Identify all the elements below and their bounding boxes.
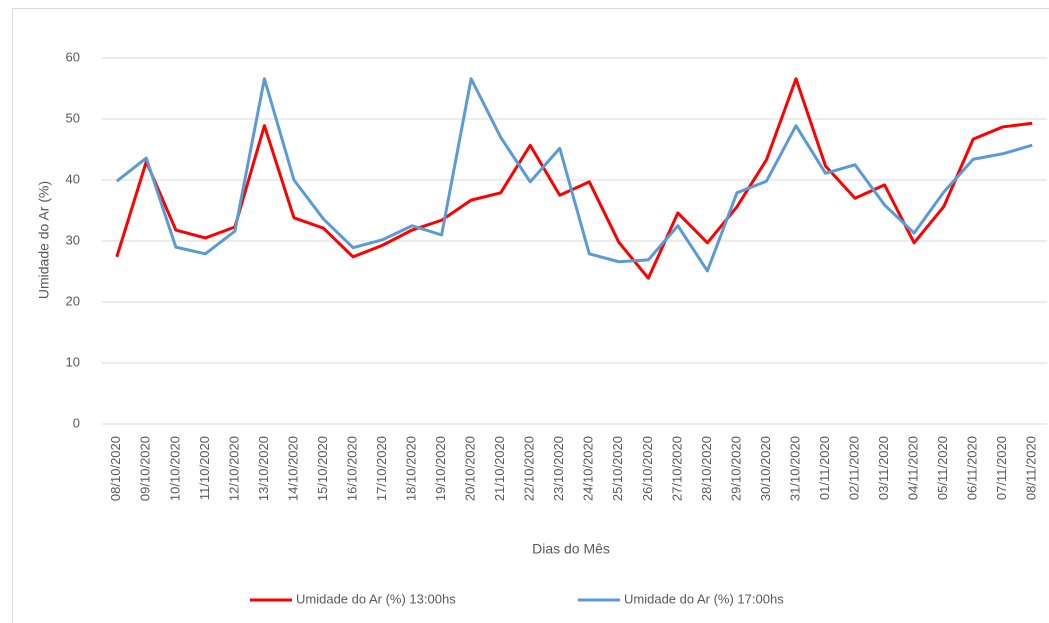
x-tick-label: 17/10/2020 [374,436,389,501]
x-tick-label: 27/10/2020 [669,436,684,501]
x-tick-label: 13/10/2020 [256,436,271,501]
x-tick-label: 29/10/2020 [728,436,743,501]
x-tick-label: 08/10/2020 [108,436,123,501]
data-line [115,77,1033,273]
x-tick-label: 23/10/2020 [551,436,566,501]
y-tick-label: 10 [66,354,80,369]
x-tick-label: 06/11/2020 [965,436,980,500]
y-axis-title: Umidade do Ar (%) [36,181,52,299]
y-tick-label: 50 [66,110,80,125]
y-tick-label: 40 [66,171,80,186]
x-tick-label: 15/10/2020 [315,436,330,501]
x-tick-label: 19/10/2020 [433,436,448,501]
chart-border [12,8,1049,623]
y-tick-label: 20 [66,293,80,308]
x-tick-label: 28/10/2020 [699,436,714,501]
x-tick-label: 10/10/2020 [167,436,182,501]
x-tick-label: 14/10/2020 [285,436,300,501]
x-tick-label: 07/11/2020 [994,436,1009,500]
data-line [115,77,1033,280]
x-tick-label: 31/10/2020 [787,436,802,501]
x-tick-label: 05/11/2020 [935,436,950,500]
x-tick-label: 11/10/2020 [197,436,212,500]
x-tick-label: 16/10/2020 [344,436,359,501]
x-tick-label: 22/10/2020 [522,436,537,501]
x-tick-label: 03/11/2020 [876,436,891,500]
legend-label: Umidade do Ar (%) 13:00hs [296,591,456,606]
x-tick-label: 24/10/2020 [581,436,596,501]
x-tick-label: 30/10/2020 [758,436,773,501]
x-tick-label: 18/10/2020 [404,436,419,501]
legend-label: Umidade do Ar (%) 17:00hs [624,591,784,606]
y-tick-label: 60 [66,49,80,64]
y-tick-label: 30 [66,232,80,247]
x-tick-label: 04/11/2020 [906,436,921,500]
x-tick-label: 09/10/2020 [138,436,153,501]
y-tick-label: 0 [73,415,80,430]
x-tick-label: 26/10/2020 [640,436,655,501]
x-tick-label: 20/10/2020 [463,436,478,501]
x-tick-label: 01/11/2020 [817,436,832,500]
x-tick-label: 08/11/2020 [1024,436,1039,500]
x-tick-label: 21/10/2020 [492,436,507,501]
x-tick-label: 12/10/2020 [226,436,241,501]
x-tick-label: 02/11/2020 [846,436,861,500]
x-tick-label: 25/10/2020 [610,436,625,501]
x-axis-title: Dias do Mês [532,541,610,557]
